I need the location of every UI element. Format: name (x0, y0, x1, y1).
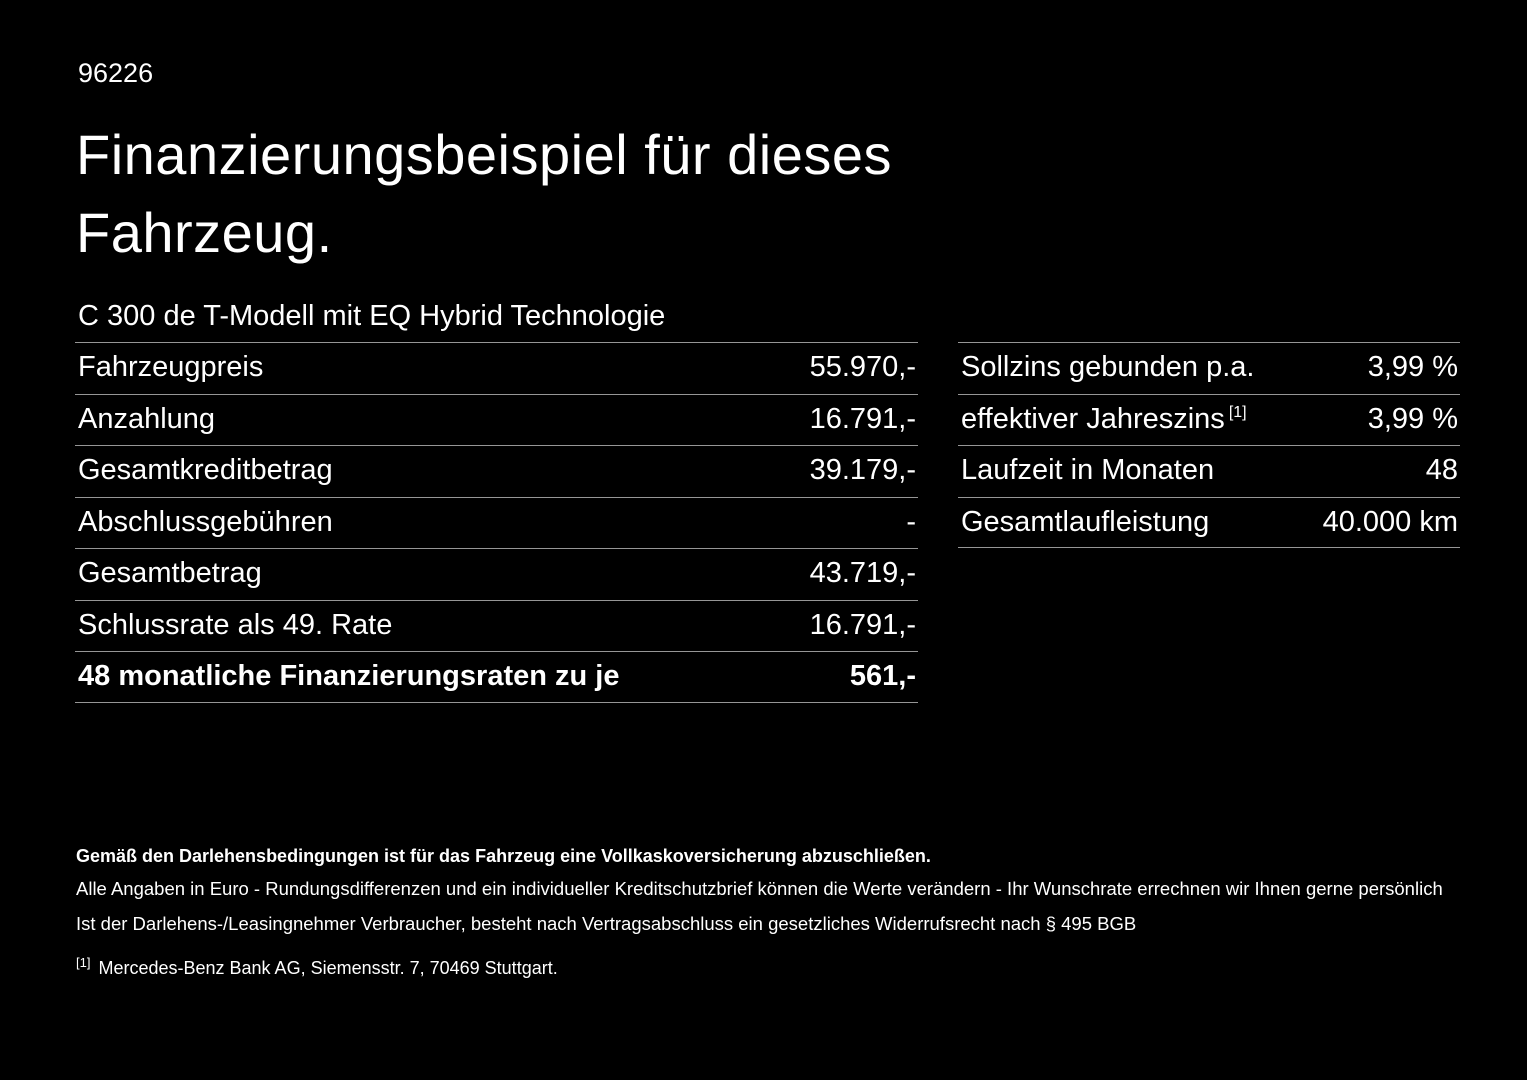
disclaimer-note-2: Ist der Darlehens-/Leasingnehmer Verbrau… (76, 913, 1137, 934)
row-label: Fahrzeugpreis (78, 351, 264, 383)
row-value: 43.719,- (809, 557, 916, 589)
row-value: 40.000 km (1322, 505, 1458, 538)
row-label: Laufzeit in Monaten (961, 454, 1215, 486)
row-label: Gesamtbetrag (78, 557, 262, 589)
row-label: Gesamtlaufleistung (961, 505, 1210, 538)
financing-amounts-table: Fahrzeugpreis 55.970,- Anzahlung 16.791,… (75, 342, 918, 703)
row-label: Sollzins gebunden p.a. (961, 351, 1255, 383)
row-label: 48 monatliche Finanzierungsraten zu je (78, 660, 620, 692)
table-row-gesamtbetrag: Gesamtbetrag 43.719,- (75, 548, 918, 600)
row-value: 39.179,- (809, 454, 916, 486)
table-row-abschlussgebuehren: Abschlussgebühren - (75, 496, 918, 549)
bank-reference-text: Mercedes-Benz Bank AG, Siemensstr. 7, 70… (98, 958, 558, 978)
row-value: - (906, 505, 916, 538)
bank-reference: [1] Mercedes-Benz Bank AG, Siemensstr. 7,… (76, 955, 1466, 979)
table-row-sollzins: Sollzins gebunden p.a. 3,99 % (958, 342, 1460, 394)
row-value: 48 (1425, 454, 1458, 486)
table-row-fahrzeugpreis: Fahrzeugpreis 55.970,- (75, 342, 918, 394)
table-row-gesamtkreditbetrag: Gesamtkreditbetrag 39.179,- (75, 445, 918, 497)
insurance-requirement-note: Gemäß den Darlehensbedingungen ist für d… (76, 846, 931, 866)
table-row-monatsrate: 48 monatliche Finanzierungsraten zu je 5… (75, 651, 918, 703)
page-title-line-2: Fahrzeug. (76, 201, 333, 265)
footnotes-section: Gemäß den Darlehensbedingungen ist für d… (76, 846, 1466, 979)
row-value: 55.970,- (809, 351, 916, 383)
row-label: effektiver Jahreszins [1] (961, 402, 1247, 436)
row-label: Schlussrate als 49. Rate (78, 608, 393, 641)
row-label: Abschlussgebühren (78, 505, 333, 538)
row-value: 561,- (849, 660, 916, 692)
table-row-laufzeit: Laufzeit in Monaten 48 (958, 445, 1460, 497)
row-label: Anzahlung (78, 402, 216, 435)
table-row-anzahlung: Anzahlung 16.791,- (75, 393, 918, 446)
page-title-line-1: Finanzierungsbeispiel für dieses (76, 123, 892, 186)
row-value: 3,99 % (1367, 402, 1458, 435)
row-label: Gesamtkreditbetrag (78, 454, 333, 486)
row-value: 3,99 % (1367, 351, 1458, 383)
table-row-gesamtlaufleistung: Gesamtlaufleistung 40.000 km (958, 496, 1460, 548)
footnote-marker: [1] (1228, 403, 1247, 421)
page-title: Finanzierungsbeispiel für dieses Fahrzeu… (76, 116, 892, 273)
vehicle-model: C 300 de T-Modell mit EQ Hybrid Technolo… (78, 300, 666, 332)
row-value: 16.791,- (809, 402, 916, 435)
financing-conditions-table: Sollzins gebunden p.a. 3,99 % effektiver… (958, 342, 1460, 548)
table-row-schlussrate: Schlussrate als 49. Rate 16.791,- (75, 599, 918, 652)
row-value: 16.791,- (809, 608, 916, 641)
row-label-text: effektiver Jahreszins (961, 402, 1225, 435)
document-id: 96226 (78, 58, 154, 88)
disclaimer-note-1: Alle Angaben in Euro - Rundungsdifferenz… (76, 878, 1443, 899)
table-row-effektiver-jahreszins: effektiver Jahreszins [1] 3,99 % (958, 393, 1460, 446)
footnote-reference-marker: [1] (76, 955, 91, 970)
